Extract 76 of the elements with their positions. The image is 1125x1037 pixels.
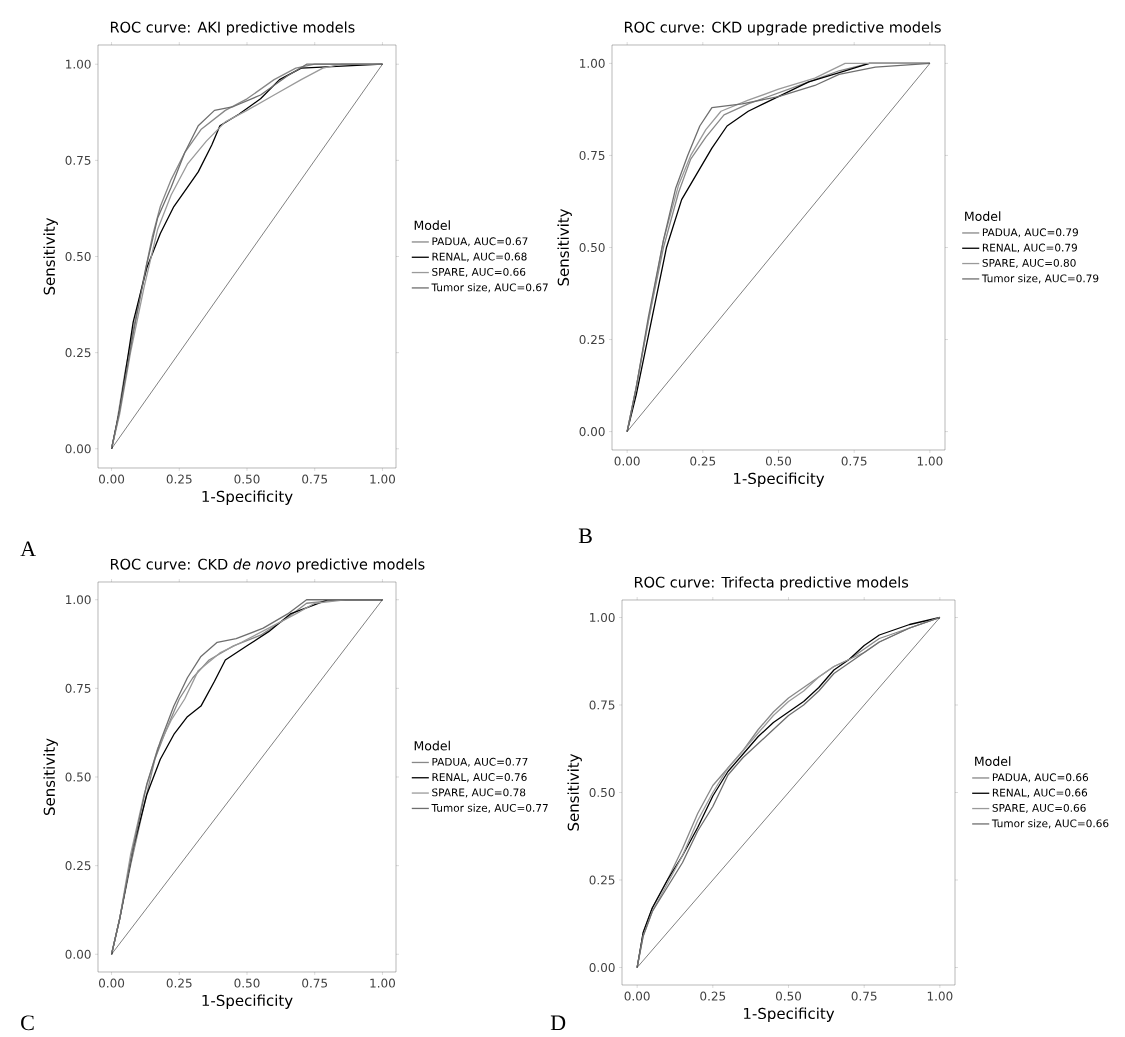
y-tick-label: 0.75	[589, 700, 615, 710]
legend-label: PADUA, AUC=0.67	[432, 237, 528, 247]
legend-label: SPARE, AUC=0.80	[982, 258, 1076, 268]
legend-label: PADUA, AUC=0.66	[992, 773, 1089, 783]
y-tick-label: 1.00	[580, 58, 605, 68]
legend-label: Tumor size, AUC=0.79	[981, 274, 1099, 284]
y-tick-label: 1.00	[590, 612, 615, 623]
chart-title: ROC curve: CKD upgrade predictive models	[624, 21, 941, 36]
y-tick-label: 0.00	[65, 949, 91, 959]
x-axis-title: 1-Specificity	[202, 994, 293, 1009]
x-tick-label: 0.25	[700, 991, 726, 1001]
y-axis-title: Sensitivity	[567, 753, 582, 831]
legend-label: PADUA, AUC=0.77	[432, 757, 528, 767]
y-tick-label: 0.25	[65, 861, 91, 871]
x-tick-label: 0.00	[624, 991, 650, 1001]
y-tick-label: 0.50	[589, 787, 615, 798]
chart-title: ROC curve: CKD de novo predictive models	[110, 558, 425, 573]
legend-title: Model	[965, 211, 1001, 221]
x-tick-label: 0.50	[765, 456, 792, 466]
legend-label: RENAL, AUC=0.76	[432, 773, 527, 783]
x-tick-label: 0.00	[98, 978, 125, 988]
text: C	[21, 1015, 34, 1031]
x-tick-label: 0.00	[614, 456, 640, 466]
x-tick-label: 1.00	[917, 456, 943, 466]
legend-label: RENAL, AUC=0.79	[982, 243, 1078, 253]
y-tick-label: 0.25	[579, 335, 605, 345]
x-tick-label: 1.00	[370, 978, 396, 988]
y-tick-label: 0.00	[579, 427, 605, 437]
y-tick-label: 1.00	[66, 595, 91, 605]
legend-label: SPARE, AUC=0.78	[432, 788, 526, 798]
y-tick-label: 0.00	[589, 962, 615, 973]
y-tick-label: 0.75	[65, 683, 91, 693]
x-tick-label: 0.50	[775, 991, 802, 1001]
x-tick-label: 0.25	[166, 978, 192, 988]
x-tick-label: 0.75	[841, 456, 867, 466]
legend-label: SPARE, AUC=0.66	[432, 267, 526, 277]
y-axis-title: Sensitivity	[43, 217, 58, 295]
x-axis-title: 1-Specificity	[734, 472, 825, 487]
chart-title: ROC curve: Trifecta predictive models	[634, 576, 909, 591]
text: A	[20, 541, 36, 556]
y-tick-label: 0.75	[579, 150, 605, 160]
x-axis-title: 1-Specificity	[744, 1007, 835, 1022]
x-tick-label: 1.00	[927, 991, 953, 1001]
y-tick-label: 0.25	[589, 875, 615, 885]
x-axis-title: 1-Specificity	[202, 490, 293, 505]
legend-title: Model	[414, 220, 450, 230]
legend-title: Model	[414, 740, 450, 751]
y-tick-label: 0.75	[65, 155, 91, 165]
legend-label: RENAL, AUC=0.66	[992, 788, 1088, 798]
chart-title: ROC curve: AKI predictive models	[110, 21, 355, 36]
y-axis-title: Sensitivity	[43, 738, 58, 816]
x-tick-label: 0.50	[234, 978, 260, 988]
legend-label: Tumor size, AUC=0.66	[991, 819, 1109, 829]
x-tick-label: 0.25	[166, 474, 192, 484]
legend-label: PADUA, AUC=0.79	[982, 228, 1078, 238]
legend-label: SPARE, AUC=0.66	[992, 803, 1086, 813]
legend-label: Tumor size, AUC=0.77	[431, 803, 548, 813]
x-tick-label: 0.50	[234, 474, 260, 484]
y-tick-label: 0.25	[65, 348, 91, 358]
x-tick-label: 0.75	[851, 991, 877, 1001]
text: D	[550, 1015, 566, 1031]
legend-label: Tumor size, AUC=0.67	[431, 283, 548, 293]
y-tick-label: 0.50	[65, 251, 91, 262]
x-tick-label: 0.25	[690, 456, 716, 466]
x-tick-label: 0.75	[302, 978, 328, 988]
y-tick-label: 1.00	[66, 59, 91, 69]
x-tick-label: 0.75	[302, 474, 328, 484]
x-tick-label: 1.00	[370, 474, 396, 484]
legend-label: RENAL, AUC=0.68	[432, 252, 527, 262]
y-tick-label: 0.50	[65, 772, 91, 782]
y-tick-label: 0.50	[579, 242, 605, 253]
y-axis-title: Sensitivity	[557, 208, 572, 286]
x-tick-label: 0.00	[98, 474, 125, 484]
text: B	[578, 528, 592, 544]
y-tick-label: 0.00	[65, 444, 91, 454]
legend-title: Model	[975, 756, 1011, 766]
